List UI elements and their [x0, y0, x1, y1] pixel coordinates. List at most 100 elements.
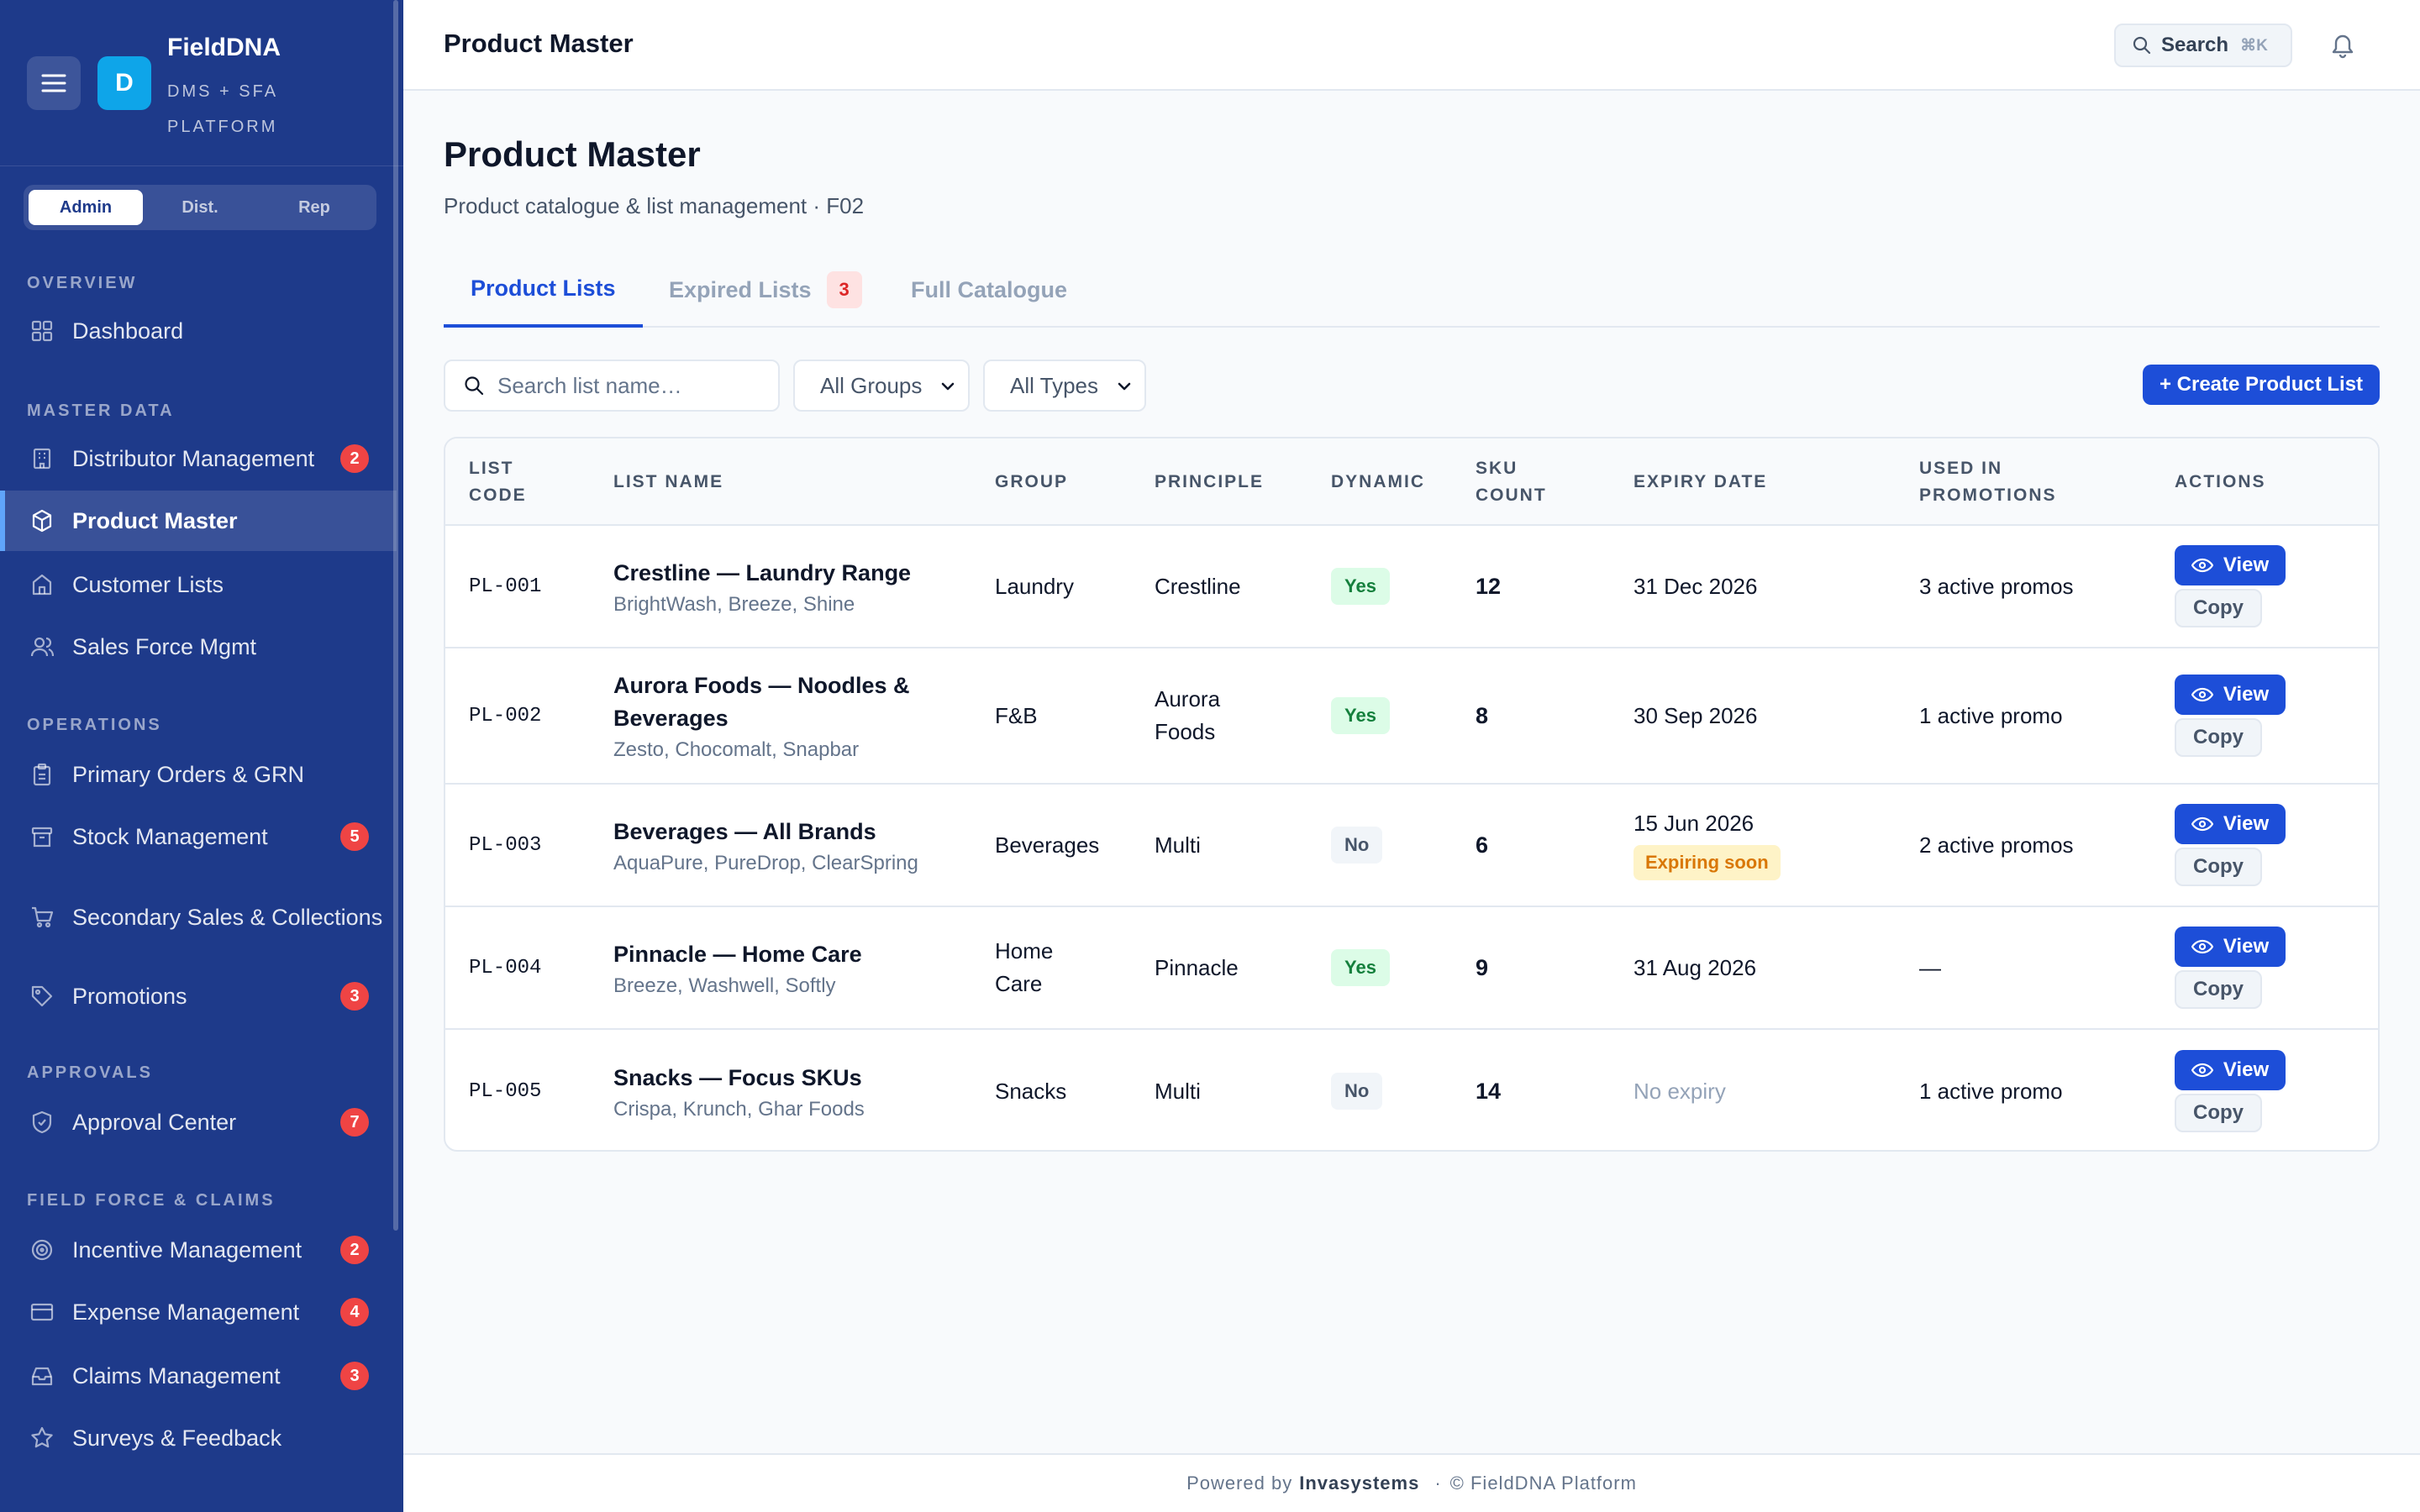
- copy-button[interactable]: Copy: [2175, 589, 2262, 627]
- table-row[interactable]: PL-003 Beverages — All Brands AquaPure, …: [445, 785, 2378, 907]
- dynamic-badge: Yes: [1331, 949, 1390, 986]
- table-row[interactable]: PL-001 Crestline — Laundry Range BrightW…: [445, 526, 2378, 648]
- role-rep[interactable]: Rep: [298, 197, 330, 217]
- role-distributor[interactable]: Dist.: [182, 197, 218, 217]
- view-button[interactable]: View: [2175, 804, 2286, 844]
- sidebar-item-surveys[interactable]: Surveys & Feedback: [0, 1408, 397, 1468]
- sidebar-item-approval-center[interactable]: Approval Center 7: [0, 1092, 397, 1152]
- page-subtitle: Product catalogue & list management · F0…: [444, 193, 865, 218]
- users-icon: [30, 637, 54, 657]
- view-button[interactable]: View: [2175, 675, 2286, 715]
- list-brands: BrightWash, Breeze, Shine: [613, 592, 855, 616]
- promotions-used: 1 active promo: [1919, 1078, 2063, 1104]
- create-product-list-button[interactable]: + Create Product List: [2143, 365, 2380, 405]
- list-search-input[interactable]: [497, 372, 766, 399]
- eye-icon: [2191, 687, 2213, 702]
- copy-button[interactable]: Copy: [2175, 970, 2262, 1009]
- bell-icon: [2332, 34, 2354, 59]
- store-icon: [32, 574, 52, 596]
- col-list-code: LIST CODE: [469, 459, 527, 505]
- list-code: PL-004: [469, 956, 542, 979]
- star-icon: [31, 1426, 53, 1448]
- row-actions: View Copy: [2175, 1030, 2286, 1150]
- dynamic-badge: No: [1331, 827, 1383, 864]
- sidebar-item-label: Secondary Sales & Collections: [72, 905, 383, 930]
- sidebar-scrollbar[interactable]: [393, 0, 398, 1231]
- principle-cell: Pinnacle: [1155, 954, 1239, 980]
- cube-icon: [32, 509, 52, 533]
- list-name-cell: Pinnacle — Home Care Breeze, Washwell, S…: [613, 907, 958, 1028]
- copy-button[interactable]: Copy: [2175, 718, 2262, 757]
- sidebar: D FieldDNA DMS + SFA PLATFORM Admin Dist…: [0, 0, 403, 1512]
- group-filter-select[interactable]: All Groups: [793, 360, 970, 412]
- copy-button[interactable]: Copy: [2175, 848, 2262, 886]
- footer-copyright: © FieldDNA Platform: [1449, 1473, 1637, 1494]
- table-row[interactable]: PL-002 Aurora Foods — Noodles & Beverage…: [445, 648, 2378, 785]
- hamburger-icon: [41, 74, 66, 92]
- sidebar-item-label: Approval Center: [72, 1109, 237, 1135]
- count-badge: 2: [340, 1236, 369, 1264]
- table-row[interactable]: PL-004 Pinnacle — Home Care Breeze, Wash…: [445, 907, 2378, 1030]
- building-icon: [33, 448, 51, 470]
- col-group: GROUP: [995, 472, 1069, 491]
- sidebar-item-incentive-management[interactable]: Incentive Management 2: [0, 1220, 397, 1280]
- sidebar-item-dashboard[interactable]: Dashboard: [0, 301, 397, 361]
- view-button[interactable]: View: [2175, 545, 2286, 585]
- tab-full-catalogue[interactable]: Full Catalogue: [911, 252, 1067, 328]
- count-badge: 4: [340, 1298, 369, 1326]
- principle-cell: Aurora Foods: [1155, 686, 1221, 744]
- sidebar-item-distributor-management[interactable]: Distributor Management 2: [0, 428, 397, 489]
- tag-icon: [31, 985, 53, 1007]
- dynamic-badge: Yes: [1331, 697, 1390, 734]
- tab-expired-lists[interactable]: Expired Lists 3: [669, 252, 862, 328]
- type-filter-select[interactable]: All Types: [983, 360, 1146, 412]
- sidebar-item-sales-force[interactable]: Sales Force Mgmt: [0, 617, 397, 677]
- count-badge: 3: [340, 982, 369, 1011]
- sidebar-item-claims-management[interactable]: Claims Management 3: [0, 1346, 397, 1406]
- tab-label: Product Lists: [471, 275, 616, 301]
- inbox-icon: [31, 1367, 53, 1386]
- dynamic-badge: Yes: [1331, 568, 1390, 605]
- search-label: Search: [2161, 34, 2229, 56]
- sidebar-item-secondary-sales[interactable]: Secondary Sales & Collections: [0, 877, 397, 958]
- top-bar: Product Master Search ⌘K: [403, 0, 2420, 91]
- footer-separator: ·: [1434, 1473, 1442, 1494]
- view-button[interactable]: View: [2175, 927, 2286, 967]
- brand-header: D FieldDNA DMS + SFA PLATFORM: [0, 0, 403, 166]
- notifications-button[interactable]: [2328, 30, 2358, 60]
- section-master-data: MASTER DATA: [27, 402, 175, 420]
- section-approvals: APPROVALS: [27, 1063, 153, 1082]
- row-actions: View Copy: [2175, 526, 2286, 647]
- tab-bar: Product Lists Expired Lists 3 Full Catal…: [444, 252, 2380, 328]
- view-label: View: [2223, 935, 2270, 958]
- global-search-button[interactable]: Search ⌘K: [2114, 24, 2292, 67]
- select-value: All Types: [1010, 372, 1099, 398]
- sidebar-item-customer-lists[interactable]: Customer Lists: [0, 554, 397, 615]
- view-label: View: [2223, 812, 2270, 835]
- sidebar-item-stock-management[interactable]: Stock Management 5: [0, 806, 397, 867]
- group-cell: Home Care: [995, 938, 1054, 996]
- tab-product-lists[interactable]: Product Lists: [444, 252, 643, 328]
- copy-button[interactable]: Copy: [2175, 1094, 2262, 1132]
- list-search-field[interactable]: [444, 360, 780, 412]
- sidebar-item-promotions[interactable]: Promotions 3: [0, 966, 397, 1026]
- chevron-down-icon: [941, 382, 955, 391]
- list-brands: Breeze, Washwell, Softly: [613, 974, 836, 997]
- expiry-cell: 15 Jun 2026 Expiring soon: [1634, 785, 1781, 906]
- eye-icon: [2191, 816, 2213, 832]
- chevron-down-icon: [1118, 382, 1131, 391]
- view-button[interactable]: View: [2175, 1050, 2286, 1090]
- menu-toggle-button[interactable]: [27, 56, 81, 110]
- sidebar-item-expense-management[interactable]: Expense Management 4: [0, 1282, 397, 1342]
- table-row[interactable]: PL-005 Snacks — Focus SKUs Crispa, Krunc…: [445, 1030, 2378, 1150]
- principle-cell: Multi: [1155, 832, 1201, 858]
- role-admin[interactable]: Admin: [29, 190, 143, 225]
- card-icon: [30, 1303, 54, 1321]
- col-sku-count: SKU COUNT: [1476, 459, 1547, 505]
- sidebar-item-primary-orders[interactable]: Primary Orders & GRN: [0, 744, 397, 805]
- sidebar-item-product-master[interactable]: Product Master: [0, 491, 397, 551]
- promotions-used: 1 active promo: [1919, 702, 2063, 728]
- list-name: Snacks — Focus SKUs: [613, 1064, 862, 1090]
- table-header: LIST CODE LIST NAME GROUP PRINCIPLE DYNA…: [445, 438, 2378, 526]
